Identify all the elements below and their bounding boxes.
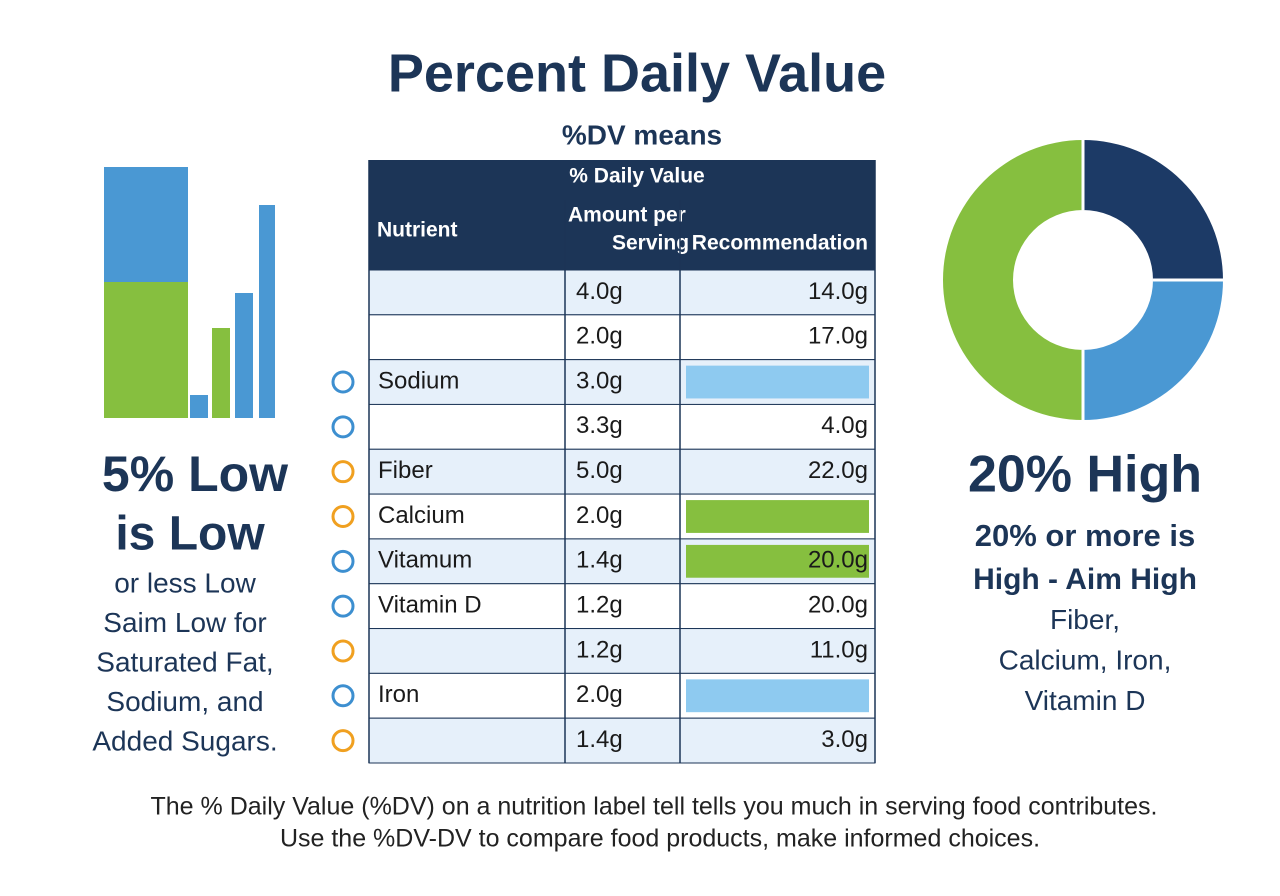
- left-heading: is Low: [115, 508, 265, 561]
- amount: 2.0g: [576, 502, 623, 529]
- right-line: Calcium, Iron,: [999, 644, 1172, 675]
- column-header: Nutrient: [377, 219, 458, 242]
- amount: 1.4g: [576, 547, 623, 574]
- row-icon: [331, 684, 355, 708]
- column-header: Recommendation: [692, 232, 868, 255]
- right-line: Vitamin D: [1025, 685, 1146, 716]
- recommendation: 14.0g: [808, 278, 868, 305]
- left-line: Saturated Fat,: [96, 646, 273, 677]
- row-icon: [331, 594, 355, 618]
- row-icon: [331, 639, 355, 663]
- left-line: Sodium, and: [106, 686, 263, 717]
- row-icon: [331, 729, 355, 753]
- amount: 1.4g: [576, 726, 623, 753]
- amount: 1.2g: [576, 591, 623, 618]
- recommendation: 20.0g: [808, 591, 868, 618]
- amount: 1.2g: [576, 636, 623, 663]
- amount: 2.0g: [576, 681, 623, 708]
- left-line: Added Sugars.: [92, 725, 277, 756]
- recommendation: 11.0g: [810, 636, 868, 663]
- amount: 5.0g: [576, 457, 623, 484]
- nutrient: Vitamum: [378, 547, 472, 574]
- nutrient: Iron: [378, 681, 419, 708]
- subtitle: %DV means: [562, 119, 722, 150]
- amount: 3.3g: [576, 412, 623, 439]
- recommendation: 3.0g: [821, 726, 868, 753]
- right-line: High - Aim High: [973, 563, 1197, 596]
- bar-graphic: [104, 167, 275, 418]
- recommendation: 20.0g: [808, 547, 868, 574]
- highlight-cell: [686, 544, 869, 578]
- left-heading: 5% Low: [102, 446, 288, 502]
- recommendation: 22.0g: [808, 457, 868, 484]
- row-icon: [331, 549, 355, 573]
- row-icon: [331, 505, 355, 528]
- right-line: Fiber,: [1050, 604, 1120, 635]
- left-line: or less Low: [114, 567, 256, 598]
- row-icon: [331, 415, 355, 439]
- highlight-cell: [686, 500, 869, 533]
- row-icon: [331, 370, 355, 394]
- title: Percent Daily Value: [388, 43, 886, 103]
- footer-line: Use the %DV-DV to compare food products,…: [280, 825, 1040, 853]
- table-row: [368, 717, 876, 764]
- table-header: [369, 160, 875, 270]
- table-row: [368, 583, 876, 630]
- nutrient: Calcium: [378, 502, 465, 529]
- amount: 2.0g: [576, 323, 623, 350]
- right-heading: 20% High: [968, 446, 1202, 504]
- amount: 3.0g: [576, 367, 623, 394]
- row-icon: [331, 460, 355, 484]
- right-subheading: 20% or more is: [975, 518, 1196, 553]
- column-header: Amount per: [568, 204, 686, 227]
- table-row: [368, 403, 876, 450]
- footer-line: The % Daily Value (%DV) on a nutrition l…: [151, 793, 1158, 821]
- amount: 4.0g: [576, 278, 623, 305]
- highlight-cell: [686, 365, 869, 399]
- column-header: Serving: [612, 232, 689, 255]
- nutrient: Sodium: [378, 367, 459, 394]
- group-header: % Daily Value: [569, 165, 704, 188]
- left-line: Saim Low for: [103, 607, 266, 638]
- table-row: [368, 448, 876, 495]
- nutrient: Fiber: [378, 457, 433, 484]
- nutrient: Vitamin D: [378, 591, 482, 618]
- highlight-cell: [686, 679, 869, 713]
- recommendation: 17.0g: [808, 323, 868, 350]
- recommendation: 4.0g: [821, 412, 868, 439]
- donut-graphic: [943, 140, 1223, 420]
